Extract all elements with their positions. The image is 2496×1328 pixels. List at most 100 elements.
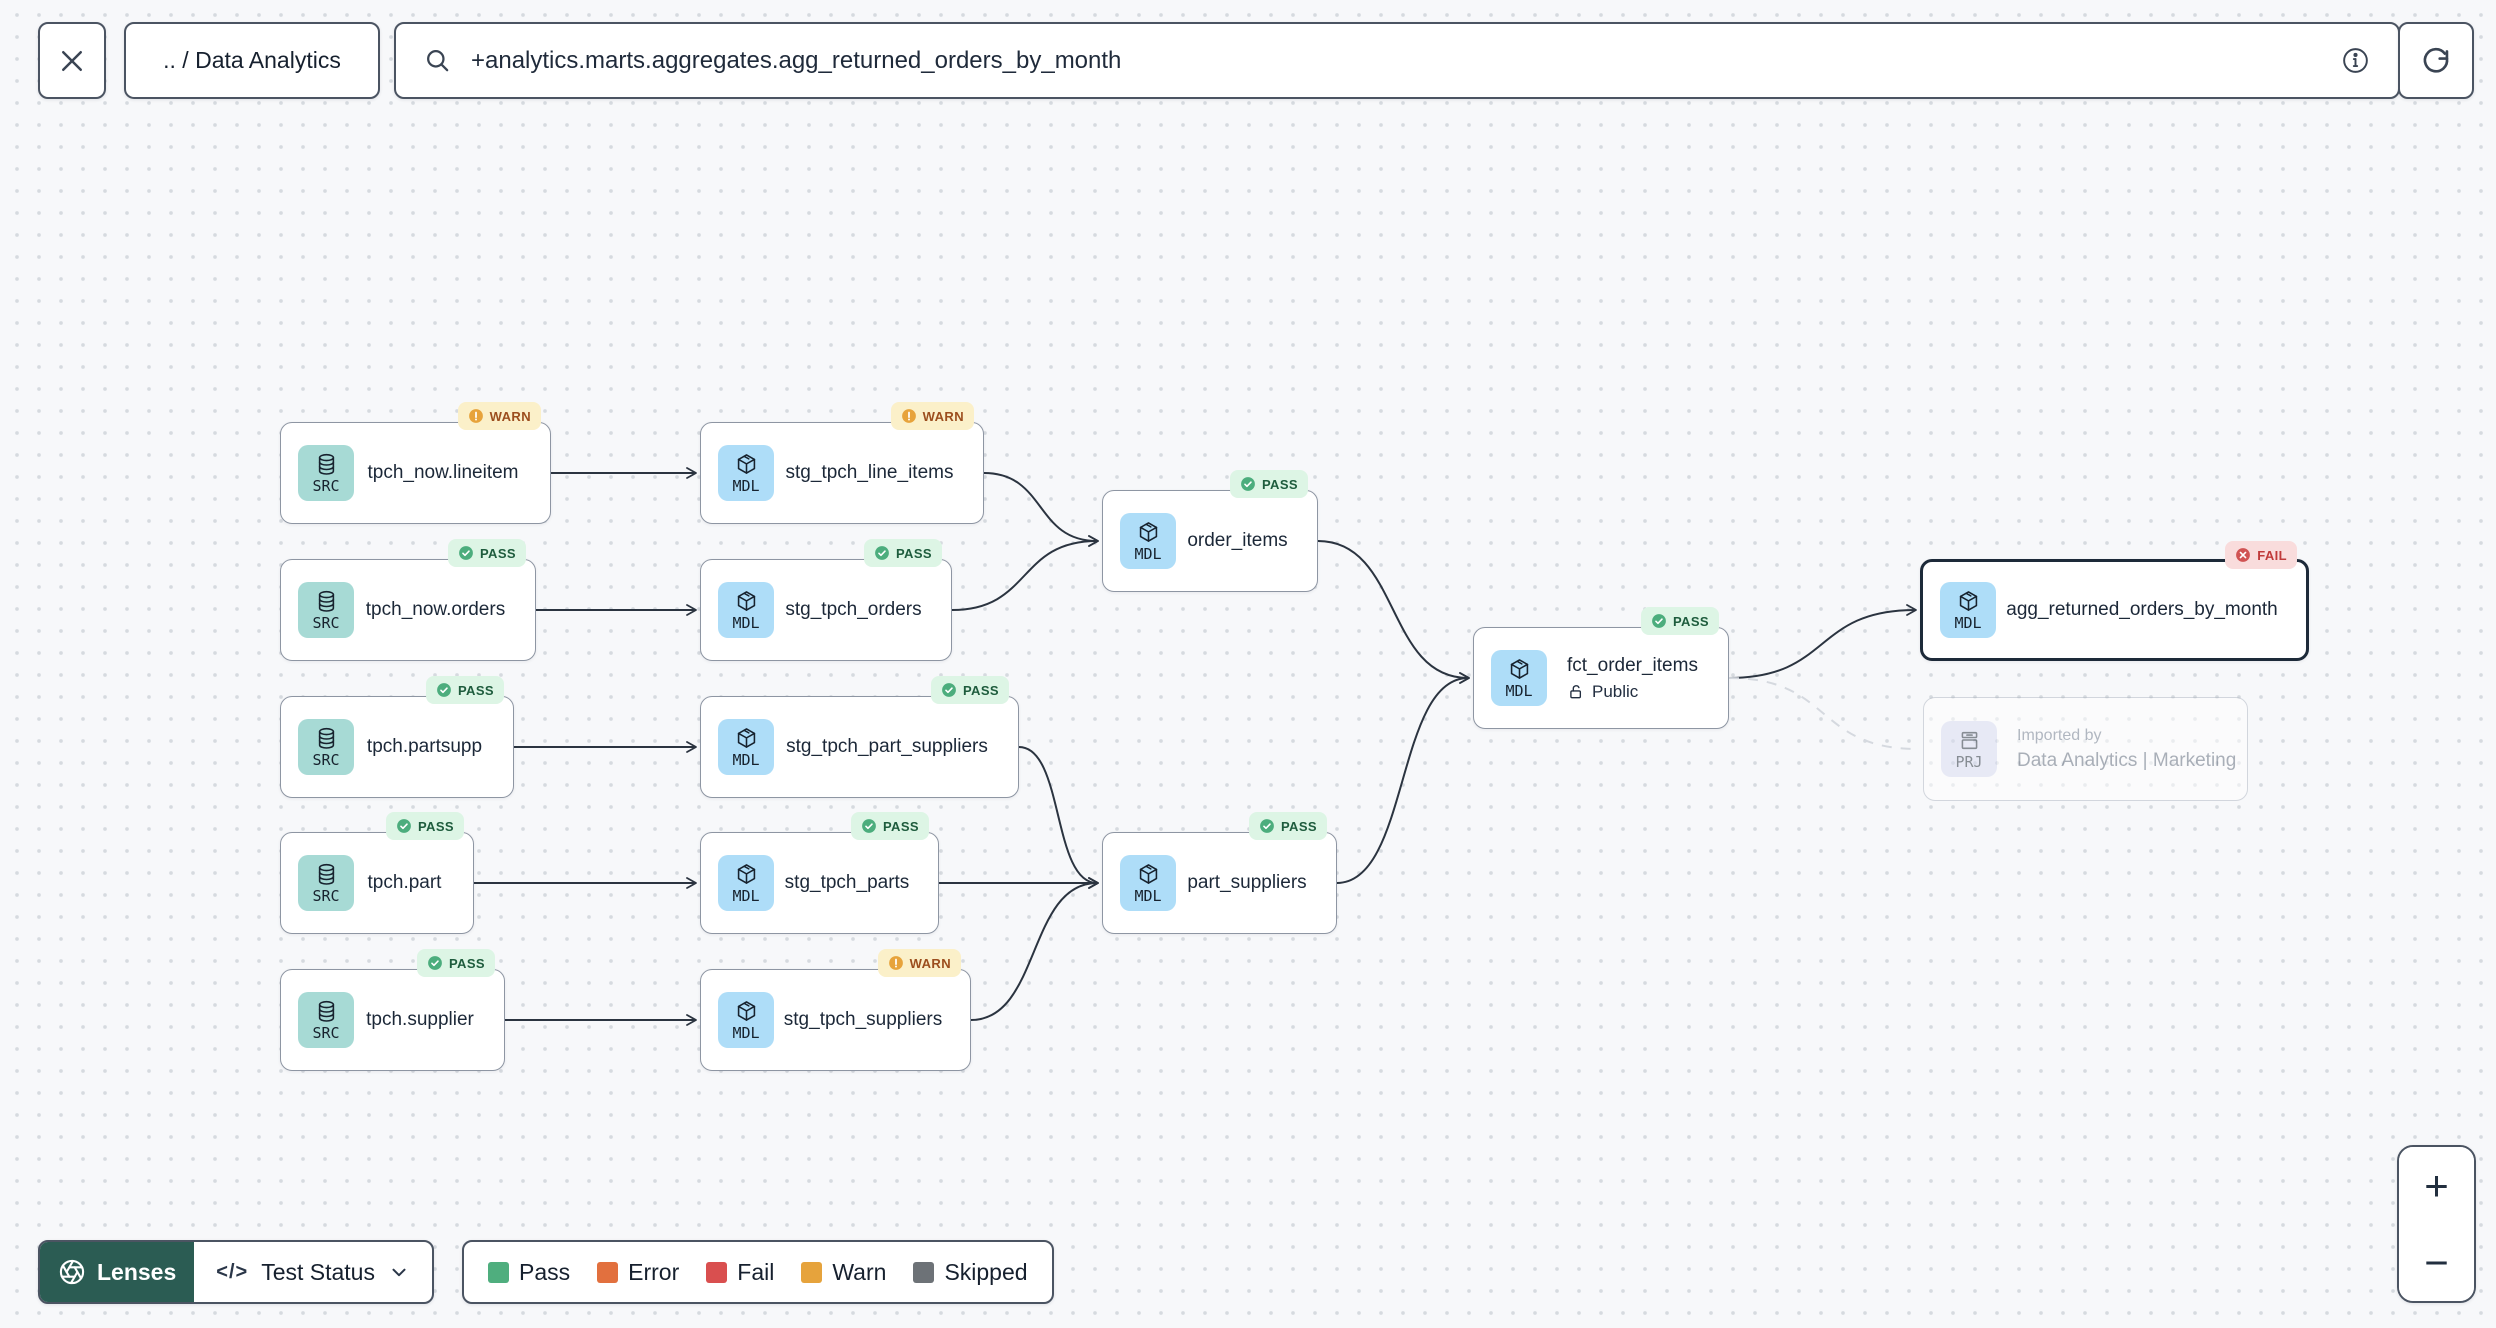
- legend-item-error: Error: [597, 1259, 679, 1286]
- node-label: tpch.part: [367, 872, 442, 893]
- node-label: agg_returned_orders_by_month: [2006, 599, 2278, 620]
- model-cube-icon: MDL: [718, 855, 774, 911]
- graph-node-src_lineitem[interactable]: WARN SRC tpch_now.lineitem: [280, 402, 551, 524]
- graph-node-stg_orders[interactable]: PASS MDL stg_tpch_orders: [700, 539, 952, 661]
- breadcrumb-label: .. / Data Analytics: [163, 47, 341, 73]
- edge-part_suppliers-to-fct_order_items: [1336, 672, 1470, 884]
- graph-node-src_orders[interactable]: PASS SRC tpch_now.orders: [280, 539, 536, 661]
- status-badge-pass: PASS: [447, 539, 526, 567]
- status-badge-pass: PASS: [1640, 607, 1719, 635]
- edge-stg_line_items-to-order_items: [983, 472, 1099, 547]
- database-icon: SRC: [298, 992, 354, 1048]
- node-access-public: Public: [1567, 682, 1710, 702]
- legend-swatch: [913, 1261, 935, 1283]
- legend-item-fail: Fail: [706, 1259, 774, 1286]
- model-cube-icon: MDL: [1491, 650, 1547, 706]
- graph-node-stg_part_suppliers[interactable]: PASS MDL stg_tpch_part_suppliers: [700, 676, 1019, 798]
- search-input[interactable]: [469, 45, 2323, 76]
- legend-label: Pass: [519, 1258, 571, 1285]
- status-badge-pass: PASS: [930, 676, 1009, 704]
- graph-node-src_partsupp[interactable]: PASS SRC tpch.partsupp: [280, 676, 514, 798]
- node-label: stg_tpch_line_items: [785, 462, 954, 483]
- status-badge-warn: WARN: [890, 402, 974, 430]
- graph-node-src_part[interactable]: PASS SRC tpch.part: [280, 812, 474, 934]
- legend-swatch: [706, 1261, 728, 1283]
- legend-label: Error: [628, 1258, 680, 1285]
- graph-node-stg_line_items[interactable]: WARN MDL stg_tpch_line_items: [700, 402, 984, 524]
- graph-node-order_items[interactable]: PASS MDL order_items: [1102, 470, 1318, 592]
- zoom-out-button[interactable]: −: [2399, 1224, 2474, 1301]
- node-label: fct_order_items: [1567, 654, 1698, 676]
- lens-selector-label: Test Status: [261, 1258, 375, 1285]
- edge-fct_order_items-to-prj_imported: [1728, 677, 1919, 750]
- chevron-down-icon: [392, 1268, 406, 1277]
- refresh-button[interactable]: [2398, 22, 2474, 99]
- node-label: tpch_now.orders: [365, 599, 506, 620]
- node-label: stg_tpch_orders: [785, 599, 922, 620]
- legend-item-pass: Pass: [488, 1259, 570, 1286]
- legend-swatch: [597, 1261, 619, 1283]
- imported-by-label: Imported by: [2017, 726, 2102, 744]
- info-icon[interactable]: [2341, 46, 2370, 75]
- database-icon: SRC: [298, 582, 354, 638]
- legend-item-warn: Warn: [801, 1259, 886, 1286]
- graph-node-stg_suppliers[interactable]: WARN MDL stg_tpch_suppliers: [700, 949, 971, 1071]
- node-label: tpch_now.lineitem: [367, 462, 519, 483]
- graph-node-stg_parts[interactable]: PASS MDL stg_tpch_parts: [700, 812, 939, 934]
- graph-node-part_suppliers[interactable]: PASS MDL part_suppliers: [1102, 812, 1337, 934]
- status-badge-pass: PASS: [1248, 812, 1327, 840]
- edge-stg_orders-to-order_items: [951, 535, 1099, 611]
- model-cube-icon: MDL: [1120, 855, 1176, 911]
- lenses-label: Lenses: [97, 1258, 177, 1285]
- model-cube-icon: MDL: [718, 582, 774, 638]
- edge-stg_suppliers-to-part_suppliers: [970, 877, 1099, 1021]
- close-icon: [62, 50, 82, 71]
- model-cube-icon: MDL: [718, 992, 774, 1048]
- status-badge-pass: PASS: [385, 812, 464, 840]
- lens-group: Lenses </> Test Status: [38, 1240, 434, 1304]
- node-label: tpch.supplier: [366, 1009, 474, 1030]
- refresh-icon: [2423, 47, 2449, 73]
- aperture-icon: [59, 1259, 85, 1285]
- code-icon: </>: [216, 1260, 249, 1283]
- legend-swatch: [801, 1261, 823, 1283]
- legend-label: Skipped: [944, 1258, 1028, 1285]
- node-label: stg_tpch_parts: [784, 872, 910, 893]
- status-badge-pass: PASS: [863, 539, 942, 567]
- model-cube-icon: MDL: [718, 445, 774, 501]
- graph-node-agg_returned_orders_by_month[interactable]: FAIL MDL agg_returned_orders_by_month: [1920, 541, 2309, 661]
- breadcrumb[interactable]: .. / Data Analytics: [124, 22, 380, 99]
- status-badge-pass: PASS: [1229, 470, 1308, 498]
- legend-label: Warn: [832, 1258, 887, 1285]
- graph-node-src_supplier[interactable]: PASS SRC tpch.supplier: [280, 949, 505, 1071]
- status-badge-warn: WARN: [457, 402, 541, 430]
- lenses-button[interactable]: Lenses: [40, 1242, 195, 1302]
- model-cube-icon: MDL: [718, 719, 774, 775]
- node-label: order_items: [1187, 530, 1288, 551]
- status-badge-fail: FAIL: [2225, 541, 2297, 569]
- search-icon: [427, 50, 449, 72]
- edge-stg_part_suppliers-to-part_suppliers: [1018, 746, 1099, 889]
- graph-node-prj_imported: PRJ Imported by Data Analytics | Marketing: [1923, 697, 2248, 801]
- test-status-legend: Pass Error Fail Warn Skipped: [462, 1240, 1054, 1304]
- open-lock-icon: [1567, 683, 1585, 701]
- status-badge-warn: WARN: [877, 949, 961, 977]
- edge-fct_order_items-to-agg_returned_orders_by_month: [1728, 604, 1917, 679]
- legend-item-skipped: Skipped: [913, 1258, 1028, 1286]
- status-badge-pass: PASS: [425, 676, 504, 704]
- node-label: tpch.partsupp: [366, 736, 483, 757]
- zoom-in-button[interactable]: +: [2399, 1147, 2474, 1224]
- edge-order_items-to-fct_order_items: [1317, 540, 1470, 684]
- graph-node-fct_order_items[interactable]: PASS MDL fct_order_items Public: [1473, 607, 1729, 729]
- close-button[interactable]: [38, 22, 106, 99]
- legend-swatch: [488, 1261, 509, 1283]
- database-icon: SRC: [298, 719, 354, 775]
- database-icon: SRC: [298, 855, 354, 911]
- model-cube-icon: MDL: [1940, 582, 1996, 638]
- database-icon: SRC: [298, 445, 354, 501]
- lens-selector-dropdown[interactable]: </> Test Status: [194, 1242, 432, 1302]
- status-badge-pass: PASS: [416, 949, 495, 977]
